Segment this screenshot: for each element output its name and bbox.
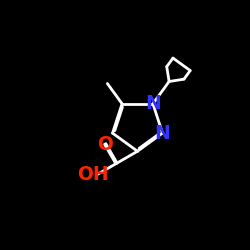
Text: N: N — [145, 94, 161, 113]
Text: O: O — [97, 135, 112, 154]
Text: N: N — [154, 124, 170, 142]
Text: OH: OH — [77, 166, 108, 184]
